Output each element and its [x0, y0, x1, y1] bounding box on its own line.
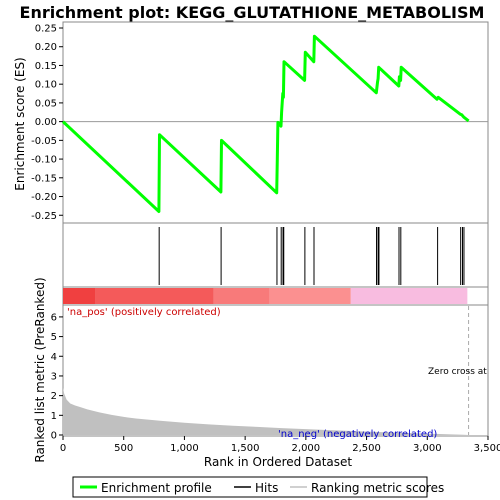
colorbar-segment	[63, 288, 96, 304]
es-y-ticks: 0.25 0.20 0.15 0.10 0.05 0.00 -0.05 -0.10 -0.15 -…	[31, 24, 63, 222]
enrichment-profile-line	[61, 34, 470, 213]
colorbar-segment	[95, 288, 214, 304]
legend-ranking-metric: Ranking metric scores	[311, 481, 444, 495]
x-tick-label: 3,500	[474, 443, 500, 454]
x-tick-label: 2,500	[352, 443, 381, 454]
metric-tick-label: 2	[51, 391, 57, 402]
hit-lines	[158, 227, 465, 285]
es-tick-label: 0.15	[35, 61, 57, 72]
es-tick-label: -0.10	[31, 155, 57, 166]
x-tick-label: 1,000	[170, 443, 199, 454]
x-axis-ticks: 0 500 1,000 1,500 2,000 2,500 3,000 3,500	[60, 436, 500, 454]
es-tick-label: -0.25	[31, 211, 57, 222]
es-tick-label: 0.10	[35, 80, 57, 91]
colorbar-segment	[269, 288, 351, 304]
metric-tick-label: 3	[51, 371, 57, 382]
metric-y-axis-label: Ranked list metric (PreRanked)	[33, 277, 47, 462]
es-panel: 0.25 0.20 0.15 0.10 0.05 0.00 -0.05 -0.10 -0.15 -…	[13, 21, 489, 224]
x-tick-label: 0	[60, 443, 66, 454]
metric-y-ticks: 0 1 2 3 4 5 6	[51, 312, 63, 442]
metric-tick-label: 6	[51, 312, 57, 323]
ranking-colorbar	[62, 286, 489, 306]
na-pos-label: 'na_pos' (positively correlated)	[67, 307, 221, 318]
metric-panel: 0 1 2 3 4 5 6 'na_pos' (positively correlated)…	[33, 277, 489, 463]
ranking-metric-area	[63, 387, 469, 435]
x-tick-label: 2,000	[292, 443, 321, 454]
x-tick-label: 1,500	[231, 443, 260, 454]
es-tick-label: 0.20	[35, 42, 57, 53]
es-tick-label: 0.05	[35, 98, 57, 109]
es-tick-label: -0.15	[31, 173, 57, 184]
metric-tick-label: 0	[51, 431, 57, 442]
zero-cross-label: Zero cross at	[428, 367, 487, 377]
es-tick-label: 0.00	[35, 117, 57, 128]
es-tick-label: -0.05	[31, 136, 57, 147]
es-tick-label: 0.25	[35, 24, 57, 35]
na-neg-label: 'na_neg' (negatively correlated)	[278, 429, 437, 440]
legend-hits: Hits	[255, 481, 278, 495]
es-y-axis-label: Enrichment score (ES)	[13, 57, 27, 190]
x-tick-label: 3,000	[413, 443, 442, 454]
metric-tick-label: 4	[51, 352, 57, 363]
metric-tick-label: 5	[51, 332, 57, 343]
es-tick-label: -0.20	[31, 192, 57, 203]
hits-panel	[62, 222, 489, 288]
x-axis-label: Rank in Ordered Dataset	[204, 455, 352, 469]
metric-tick-label: 1	[51, 411, 57, 422]
legend: Enrichment profile Hits Ranking metric s…	[72, 476, 444, 498]
chart-title: Enrichment plot: KEGG_GLUTATHIONE_METABO…	[20, 3, 485, 22]
colorbar-segment	[213, 288, 270, 304]
colorbar-segment	[350, 288, 468, 304]
x-tick-label: 500	[114, 443, 133, 454]
legend-enrichment-profile: Enrichment profile	[101, 481, 212, 495]
